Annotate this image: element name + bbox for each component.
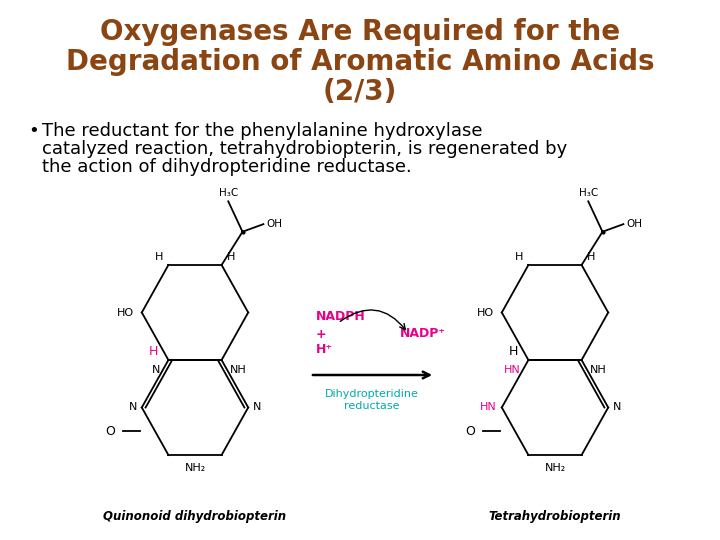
Text: OH: OH [266,219,282,229]
Text: (2/3): (2/3) [323,78,397,106]
Text: NH: NH [230,365,246,375]
Text: N: N [253,402,261,413]
Text: HN: HN [504,365,521,375]
Text: NH₂: NH₂ [184,463,206,473]
Text: Dihydropteridine
reductase: Dihydropteridine reductase [325,389,419,410]
Text: +: + [316,328,327,341]
Text: H⁺: H⁺ [316,343,333,356]
Text: HO: HO [477,307,494,318]
Text: Degradation of Aromatic Amino Acids: Degradation of Aromatic Amino Acids [66,48,654,76]
Text: H₃C: H₃C [579,188,598,198]
Text: Oxygenases Are Required for the: Oxygenases Are Required for the [100,18,620,46]
Text: H₃C: H₃C [219,188,238,198]
Text: O: O [105,425,115,438]
Text: HN: HN [480,402,497,413]
Text: H: H [155,252,163,262]
Text: Quinonoid dihydrobiopterin: Quinonoid dihydrobiopterin [104,510,287,523]
Text: N: N [128,402,137,413]
Text: H: H [515,252,523,262]
Text: N: N [613,402,621,413]
Text: catalyzed reaction, tetrahydrobiopterin, is regenerated by: catalyzed reaction, tetrahydrobiopterin,… [42,140,567,158]
Text: HO: HO [117,307,134,318]
Text: H: H [227,252,235,262]
Text: NADP⁺: NADP⁺ [400,327,446,340]
Text: O: O [465,425,475,438]
Text: the action of dihydropteridine reductase.: the action of dihydropteridine reductase… [42,158,412,176]
Text: The reductant for the phenylalanine hydroxylase: The reductant for the phenylalanine hydr… [42,122,482,140]
Text: •: • [28,122,39,140]
Text: NADPH: NADPH [316,310,366,323]
Text: NH₂: NH₂ [544,463,566,473]
Text: Tetrahydrobiopterin: Tetrahydrobiopterin [489,510,621,523]
Text: H: H [509,345,518,358]
Text: NH: NH [590,365,606,375]
Text: OH: OH [626,219,642,229]
Text: H: H [149,345,158,358]
Text: H: H [587,252,595,262]
Text: N: N [152,365,161,375]
